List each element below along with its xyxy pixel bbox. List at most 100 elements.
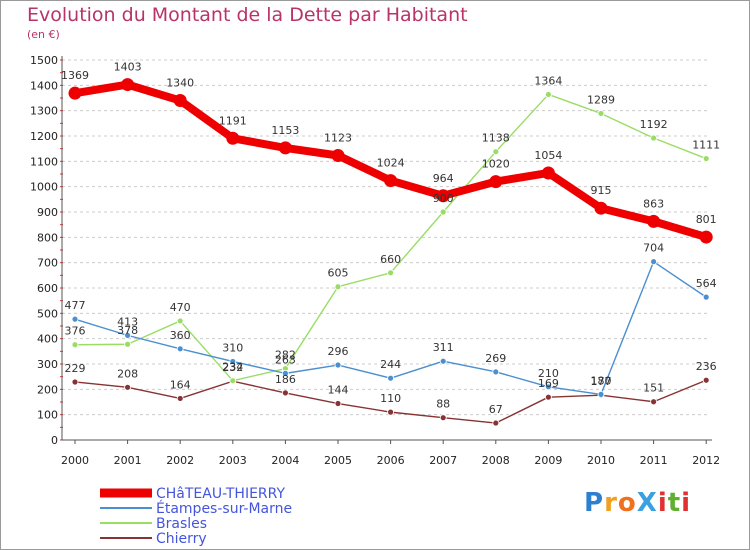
data-point bbox=[545, 91, 552, 98]
data-point bbox=[331, 149, 345, 163]
data-point bbox=[176, 395, 184, 402]
data-point bbox=[176, 317, 184, 325]
data-point bbox=[439, 414, 447, 422]
data-label: 1111 bbox=[692, 139, 720, 152]
x-tick-label: 2004 bbox=[271, 454, 299, 467]
data-label: 269 bbox=[485, 352, 506, 365]
data-label: 232 bbox=[222, 361, 243, 374]
data-point bbox=[387, 374, 395, 382]
data-label: 282 bbox=[275, 349, 296, 362]
data-label: 477 bbox=[65, 299, 86, 312]
data-label: 863 bbox=[643, 197, 664, 210]
data-point bbox=[229, 358, 237, 365]
data-label: 660 bbox=[380, 253, 401, 266]
x-tick-label: 2000 bbox=[61, 454, 89, 467]
data-label: 1153 bbox=[271, 124, 299, 137]
x-tick-label: 2001 bbox=[114, 454, 142, 467]
data-label: 1192 bbox=[640, 118, 668, 131]
data-label: 378 bbox=[117, 324, 138, 337]
data-label: 704 bbox=[643, 242, 664, 255]
series-layer bbox=[68, 78, 713, 427]
data-label: 169 bbox=[538, 377, 559, 390]
data-label: 67 bbox=[489, 403, 503, 416]
y-tick-label: 100 bbox=[37, 409, 58, 422]
data-label: 1369 bbox=[61, 69, 89, 82]
data-label: 1138 bbox=[482, 132, 510, 145]
data-point bbox=[124, 340, 131, 348]
data-label: 229 bbox=[65, 362, 86, 375]
data-label: 376 bbox=[65, 325, 86, 338]
data-point bbox=[71, 315, 79, 323]
data-point bbox=[68, 86, 82, 100]
data-label: 311 bbox=[433, 341, 454, 354]
data-label: 900 bbox=[433, 192, 454, 205]
data-label: 605 bbox=[328, 267, 349, 280]
chart-title: Evolution du Montant de la Dette par Hab… bbox=[27, 4, 468, 26]
y-tick-label: 0 bbox=[51, 434, 58, 447]
data-label: 413 bbox=[117, 315, 138, 328]
data-label: 1403 bbox=[114, 61, 142, 74]
data-point bbox=[281, 389, 289, 397]
data-point bbox=[545, 393, 552, 401]
x-tick-label: 2002 bbox=[166, 454, 194, 467]
x-tick-label: 2007 bbox=[429, 454, 457, 467]
data-label: 244 bbox=[380, 358, 401, 371]
data-label: 1020 bbox=[482, 158, 510, 171]
legend: CHâTEAU-THIERRYÉtampes-sur-MarneBraslesC… bbox=[100, 486, 292, 547]
data-point bbox=[492, 419, 500, 427]
y-tick-label: 1000 bbox=[30, 181, 58, 194]
data-label: 151 bbox=[643, 382, 664, 395]
y-tick-label: 800 bbox=[37, 231, 58, 244]
data-point bbox=[439, 208, 447, 216]
data-point bbox=[124, 383, 131, 391]
y-tick-label: 700 bbox=[37, 257, 58, 270]
data-label: 801 bbox=[696, 213, 717, 226]
chart-subtitle: (en €) bbox=[27, 28, 60, 41]
logo-letter: P bbox=[584, 488, 605, 518]
data-label: 263 bbox=[275, 353, 296, 366]
y-tick-label: 1500 bbox=[30, 54, 58, 67]
x-tick-label: 2011 bbox=[640, 454, 668, 467]
y-tick-label: 200 bbox=[37, 383, 58, 396]
data-point bbox=[281, 369, 289, 377]
y-tick-label: 900 bbox=[37, 206, 58, 219]
data-point bbox=[334, 283, 342, 291]
data-label: 186 bbox=[275, 373, 296, 386]
data-point bbox=[702, 155, 710, 162]
logo-letter: i bbox=[681, 488, 692, 518]
data-point bbox=[492, 368, 500, 376]
y-tick-label: 1300 bbox=[30, 105, 58, 118]
data-point bbox=[387, 269, 395, 277]
y-tick-label: 1200 bbox=[30, 130, 58, 143]
x-tick-label: 2012 bbox=[692, 454, 720, 467]
legend-label: Brasles bbox=[156, 516, 207, 532]
data-point bbox=[650, 134, 657, 142]
data-label: 110 bbox=[380, 392, 401, 405]
data-point bbox=[439, 357, 447, 365]
data-point bbox=[702, 293, 710, 301]
data-point bbox=[173, 94, 187, 108]
data-point bbox=[594, 201, 608, 215]
data-point bbox=[226, 131, 240, 145]
y-tick-label: 400 bbox=[37, 333, 58, 346]
y-tick-label: 1400 bbox=[30, 79, 58, 92]
data-label: 208 bbox=[117, 367, 138, 380]
proxiti-logo: ProXiti bbox=[584, 488, 691, 518]
data-point bbox=[334, 400, 342, 407]
y-tick-label: 500 bbox=[37, 307, 58, 320]
data-label: 164 bbox=[170, 378, 191, 391]
data-point bbox=[650, 398, 657, 406]
data-point bbox=[699, 230, 713, 244]
data-label: 1364 bbox=[534, 74, 562, 87]
x-tick-label: 2009 bbox=[534, 454, 562, 467]
data-point bbox=[541, 166, 555, 180]
data-point bbox=[387, 408, 395, 416]
data-point bbox=[650, 258, 657, 266]
data-point bbox=[384, 174, 398, 188]
y-tick-label: 300 bbox=[37, 358, 58, 371]
axis-layer: 0 100 200 300 400 500 600 700 800 900 1000 1100 1200… bbox=[30, 54, 720, 467]
legend-label: Chierry bbox=[156, 531, 207, 547]
data-label: 1340 bbox=[166, 77, 194, 90]
data-point bbox=[278, 141, 292, 155]
data-point bbox=[124, 331, 131, 339]
